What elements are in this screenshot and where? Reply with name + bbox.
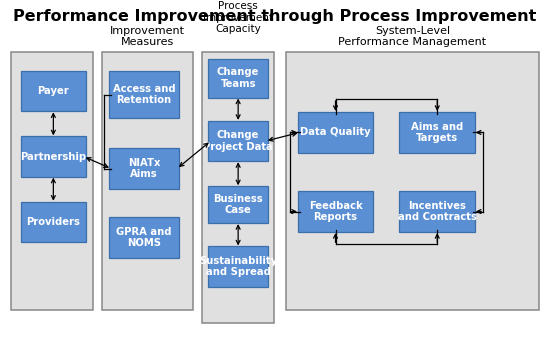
Text: Business
Case: Business Case: [213, 194, 263, 215]
Text: GPRA and
NOMS: GPRA and NOMS: [117, 227, 172, 248]
FancyBboxPatch shape: [202, 52, 274, 323]
Text: Sustainability
and Spread: Sustainability and Spread: [199, 256, 277, 277]
FancyBboxPatch shape: [208, 246, 268, 287]
FancyBboxPatch shape: [298, 191, 373, 232]
Text: Aims and
Targets: Aims and Targets: [411, 122, 463, 143]
Text: Payer: Payer: [37, 86, 69, 96]
FancyBboxPatch shape: [21, 202, 86, 242]
FancyBboxPatch shape: [286, 52, 539, 310]
Text: Performance Improvement through Process Improvement: Performance Improvement through Process …: [13, 9, 537, 24]
Text: Partnership: Partnership: [20, 151, 86, 162]
Text: Data Quality: Data Quality: [300, 127, 371, 138]
FancyBboxPatch shape: [102, 52, 192, 310]
Text: System-Level
Performance Management: System-Level Performance Management: [338, 26, 487, 47]
Text: Change
Project Data: Change Project Data: [203, 130, 273, 152]
FancyBboxPatch shape: [109, 71, 179, 118]
Text: NIATx
Aims: NIATx Aims: [128, 158, 161, 179]
Text: Access and
Retention: Access and Retention: [113, 84, 175, 105]
FancyBboxPatch shape: [109, 148, 179, 189]
Text: Providers: Providers: [26, 217, 80, 227]
Text: Change
Teams: Change Teams: [217, 67, 260, 89]
FancyBboxPatch shape: [208, 186, 268, 223]
FancyBboxPatch shape: [21, 136, 86, 177]
Text: Feedback
Reports: Feedback Reports: [309, 201, 362, 222]
FancyBboxPatch shape: [208, 59, 268, 98]
FancyBboxPatch shape: [11, 52, 94, 310]
FancyBboxPatch shape: [208, 121, 268, 161]
Text: Improvement
Measures: Improvement Measures: [109, 26, 185, 47]
Text: Incentives
and Contracts: Incentives and Contracts: [398, 201, 477, 222]
FancyBboxPatch shape: [298, 112, 373, 153]
FancyBboxPatch shape: [21, 71, 86, 111]
FancyBboxPatch shape: [109, 217, 179, 258]
FancyBboxPatch shape: [399, 191, 475, 232]
FancyBboxPatch shape: [399, 112, 475, 153]
Text: Process
Improvement
Capacity: Process Improvement Capacity: [203, 1, 273, 34]
